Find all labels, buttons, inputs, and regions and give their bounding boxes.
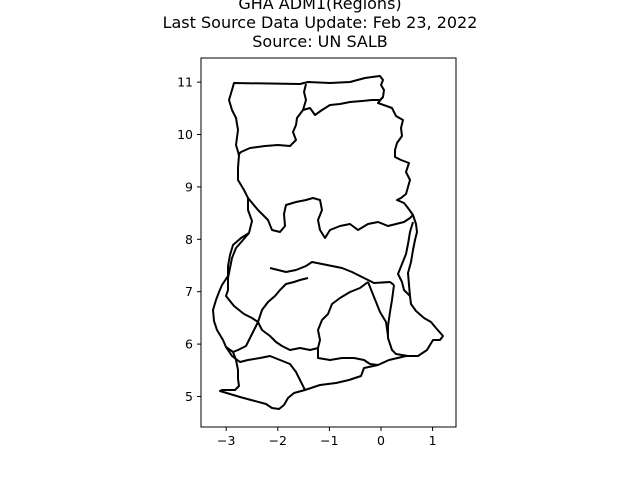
boundary-eastern-volta (387, 284, 409, 357)
y-tick-label: 9 (185, 179, 193, 194)
x-tick-label: 0 (377, 433, 385, 448)
axis-ticks: −3 −2 −1 0 1 5 6 7 8 9 10 11 (177, 75, 436, 448)
y-tick-label: 11 (177, 75, 193, 90)
boundary-greater-accra (317, 348, 379, 366)
axes-frame (200, 57, 457, 428)
title-line-2: Last Source Data Update: Feb 23, 2022 (162, 13, 478, 32)
boundary-northern-savannah (247, 197, 414, 239)
boundary-savannah-bono (225, 232, 309, 323)
boundary-eastern-ashanti (367, 281, 389, 337)
boundary-central-western (225, 346, 306, 391)
title-line-3: Source: UN SALB (252, 32, 388, 51)
boundary-oti-volta (397, 221, 414, 297)
y-tick-label: 7 (185, 284, 193, 299)
boundary-upper-west-upper-east (237, 83, 307, 156)
x-tick-label: 1 (429, 433, 437, 448)
x-tick-label: −2 (269, 433, 287, 448)
y-tick-label: 8 (185, 232, 193, 247)
title-line-1: GHA ADM1(Regions) (238, 0, 402, 13)
boundary-ashanti (257, 281, 369, 351)
country-outline (212, 75, 444, 410)
map-title: GHA ADM1(Regions) Last Source Data Updat… (0, 0, 640, 51)
y-tick-label: 5 (185, 389, 193, 404)
region-boundaries (212, 75, 444, 410)
boundary-bono-east-ashanti (269, 261, 395, 286)
boundary-western-north (232, 321, 259, 353)
y-tick-label: 6 (185, 337, 193, 352)
boundary-upper-east-south (302, 96, 384, 116)
x-tick-label: −3 (217, 433, 235, 448)
x-tick-label: −1 (320, 433, 338, 448)
y-tick-label: 10 (177, 127, 193, 142)
